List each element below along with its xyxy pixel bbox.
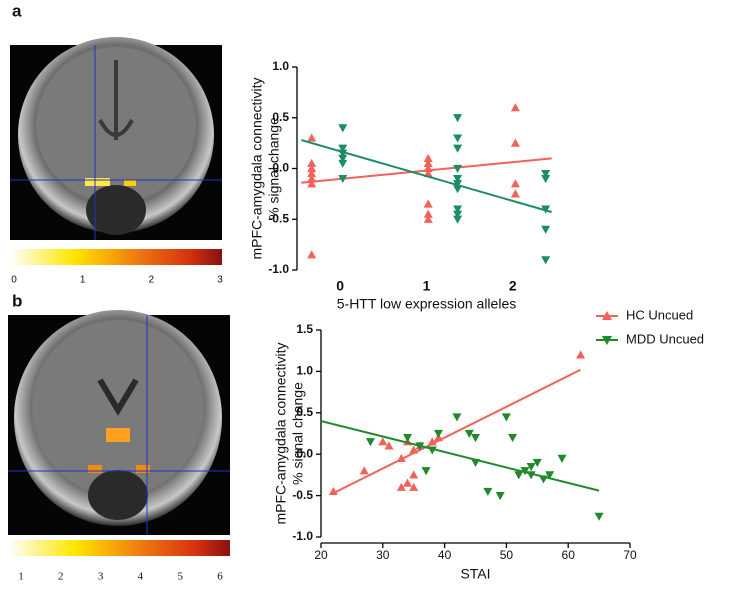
y-axis-label: % signal change	[266, 117, 282, 220]
data-point	[496, 492, 505, 500]
figure: a b 0123123456-1.0-0.50.00.51.00125-HTT …	[0, 0, 735, 586]
data-point	[453, 216, 462, 224]
y-tick-label: -1.0	[292, 529, 313, 543]
y-tick-label: 1.0	[272, 59, 289, 73]
x-tick-label: 40	[438, 548, 452, 562]
data-point	[453, 134, 462, 142]
x-tick-label: 50	[500, 548, 514, 562]
y-tick-label: -1.0	[268, 262, 289, 276]
y-axis-label: % signal change	[290, 382, 306, 485]
brain-image	[8, 310, 230, 535]
colorbar-tick-label: 1	[80, 275, 86, 286]
fit-line	[301, 158, 551, 182]
x-tick-label: 60	[562, 548, 576, 562]
x-axis-label: STAI	[460, 566, 490, 582]
data-point	[541, 226, 550, 234]
y-axis-label: mPFC-amygdala connectivity	[273, 342, 289, 524]
data-point	[453, 165, 462, 173]
data-point	[422, 467, 431, 475]
page: a b 0123123456-1.0-0.50.00.51.00125-HTT …	[0, 0, 735, 586]
data-point	[558, 455, 567, 463]
data-point	[541, 175, 550, 183]
data-point	[338, 124, 347, 132]
data-point	[403, 479, 412, 487]
x-tick-label: 1	[423, 278, 431, 294]
data-point	[595, 513, 604, 521]
colorbar-tick-label: 1	[18, 571, 24, 583]
data-point	[338, 160, 347, 168]
colorbar-tick-label: 6	[217, 571, 223, 583]
data-point	[465, 430, 474, 438]
x-tick-label: 2	[509, 278, 517, 294]
data-point	[541, 256, 550, 264]
data-point	[471, 434, 480, 442]
data-point	[511, 189, 520, 197]
data-point	[502, 413, 511, 421]
data-point	[366, 438, 375, 446]
colorbar-tick-label: 0	[11, 275, 17, 286]
data-point	[511, 179, 520, 187]
colorbar-tick-label: 5	[177, 571, 183, 583]
data-point	[384, 441, 393, 449]
colorbar	[8, 540, 230, 556]
x-tick-label: 20	[314, 548, 328, 562]
data-point	[453, 114, 462, 122]
colorbar	[10, 249, 222, 265]
data-point	[409, 483, 418, 491]
data-point	[483, 488, 492, 496]
y-tick-label: -0.5	[292, 488, 313, 502]
brain-image	[10, 37, 222, 240]
y-axis-label: mPFC-amygdala connectivity	[249, 77, 265, 259]
legend-label: MDD Uncued	[626, 331, 704, 346]
data-point	[409, 470, 418, 478]
colorbar-tick-label: 2	[58, 571, 64, 583]
colorbar-tick-label: 4	[138, 571, 144, 583]
colorbar-tick-label: 2	[149, 275, 155, 286]
colorbar-tick-label: 3	[217, 275, 223, 286]
fit-line	[321, 421, 599, 491]
data-point	[424, 200, 433, 208]
panel-label: a	[12, 1, 22, 20]
data-point	[511, 103, 520, 111]
data-point	[360, 466, 369, 474]
data-point	[508, 434, 517, 442]
data-point	[453, 145, 462, 153]
y-tick-label: 1.0	[296, 364, 313, 378]
data-point	[527, 463, 536, 471]
data-point	[397, 483, 406, 491]
x-tick-label: 30	[376, 548, 390, 562]
x-tick-label: 70	[623, 548, 637, 562]
data-point	[452, 413, 461, 421]
data-point	[307, 250, 316, 258]
colorbar-tick-label: 3	[98, 571, 104, 583]
data-point	[307, 134, 316, 142]
data-point	[434, 430, 443, 438]
y-tick-label: 1.5	[296, 322, 313, 336]
data-point	[514, 471, 523, 479]
fit-line	[333, 370, 580, 493]
legend-label: HC Uncued	[626, 307, 693, 322]
data-point	[576, 350, 585, 358]
x-axis-label: 5-HTT low expression alleles	[337, 296, 516, 312]
data-point	[378, 437, 387, 445]
data-point	[533, 459, 542, 467]
x-tick-label: 0	[336, 278, 344, 294]
data-point	[511, 139, 520, 147]
panel-label: b	[12, 291, 22, 310]
